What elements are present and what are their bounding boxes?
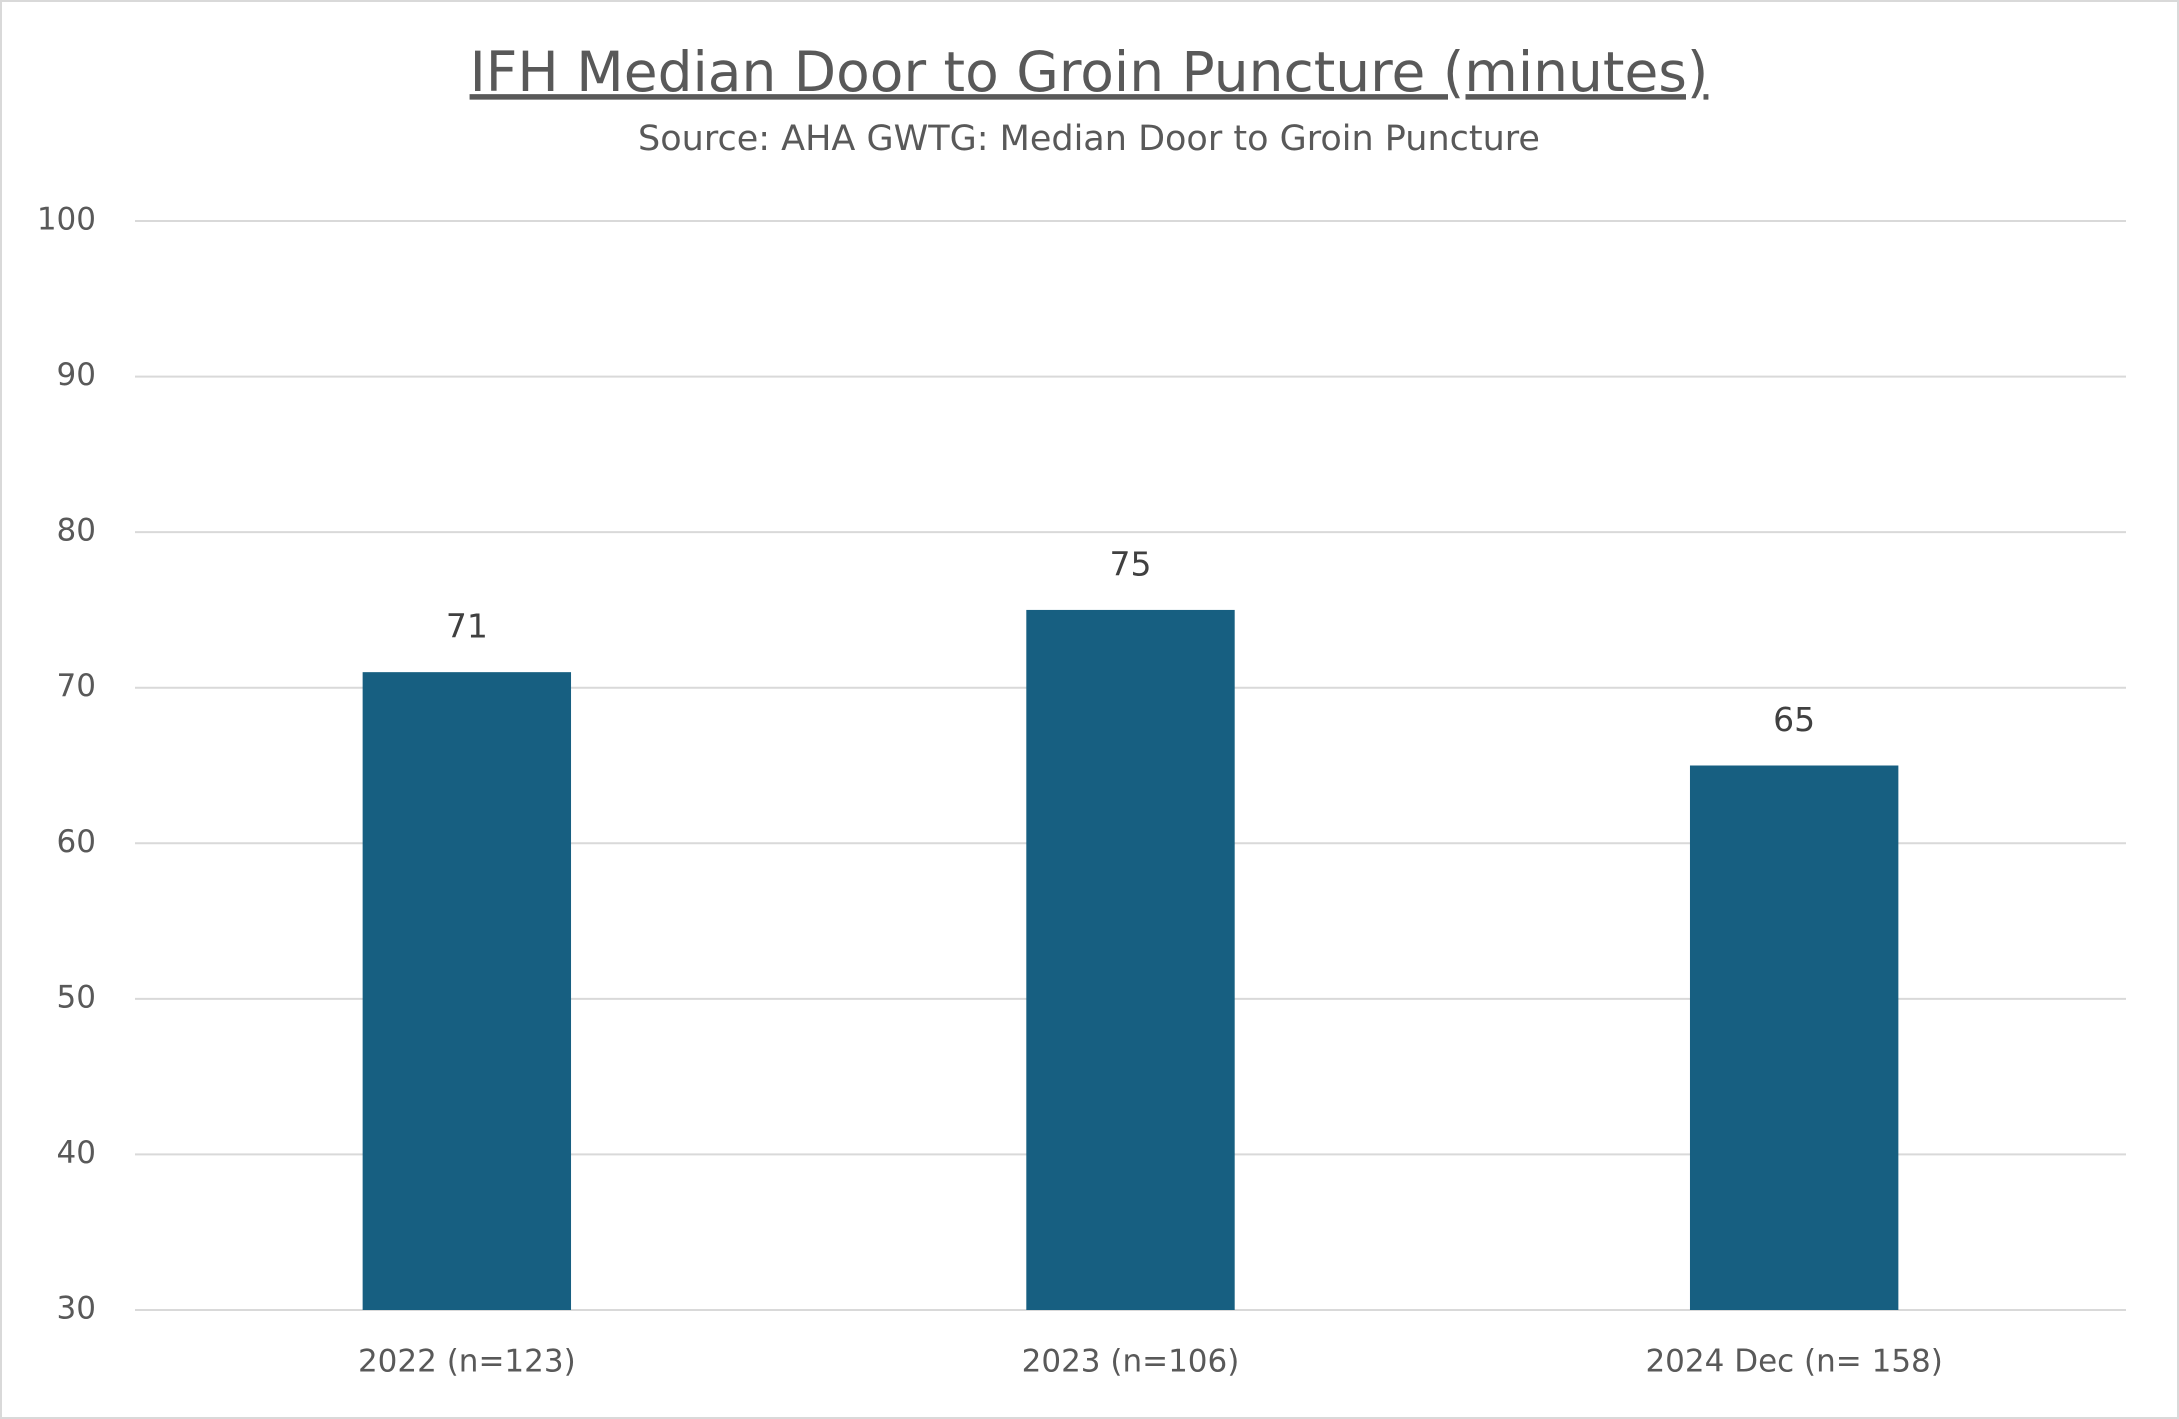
y-tick-label: 60: [57, 824, 96, 860]
data-label: 75: [1110, 544, 1152, 583]
y-tick-label: 50: [57, 979, 96, 1015]
x-tick-label: 2022 (n=123): [358, 1344, 576, 1380]
x-tick-label: 2024 Dec (n= 158): [1645, 1344, 1942, 1380]
y-tick-label: 80: [57, 513, 96, 549]
y-tick-label: 40: [57, 1135, 96, 1171]
data-label: 71: [446, 607, 488, 646]
bar: [1689, 765, 1899, 1310]
x-tick-label: 2023 (n=106): [1022, 1344, 1240, 1380]
chart-title: IFH Median Door to Groin Puncture (minut…: [470, 40, 1709, 104]
chart-subtitle: Source: AHA GWTG: Median Door to Groin P…: [638, 119, 1540, 159]
y-tick-label: 90: [57, 357, 96, 393]
y-tick-label: 100: [37, 202, 96, 238]
data-label: 65: [1773, 700, 1815, 739]
y-tick-label: 70: [57, 668, 96, 704]
bar: [362, 672, 572, 1310]
y-tick-label: 30: [57, 1291, 96, 1327]
bar: [1026, 609, 1235, 1310]
